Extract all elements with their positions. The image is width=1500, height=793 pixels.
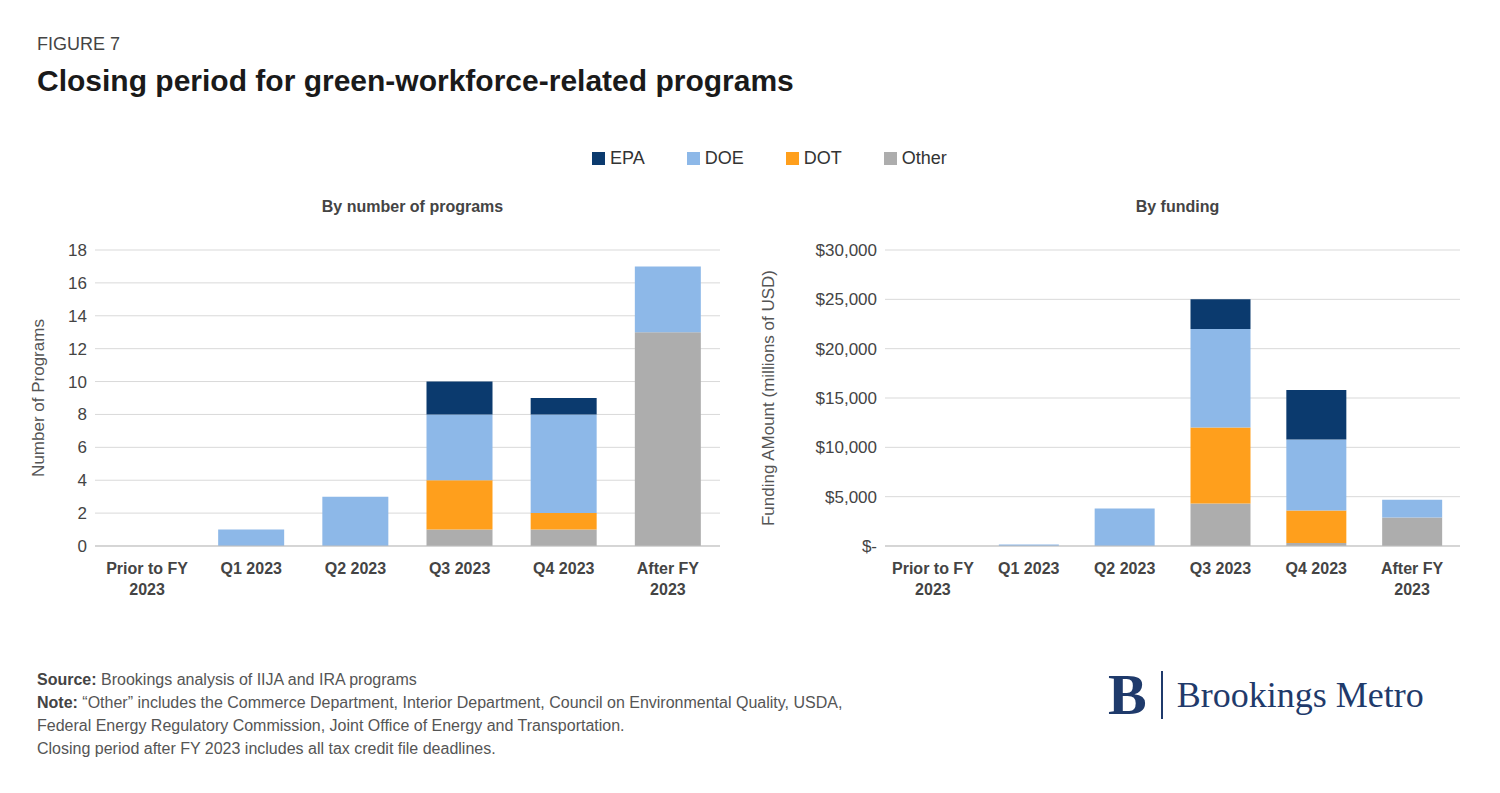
svg-text:After FY2023: After FY2023 [637,560,700,598]
html-text:By number of programs: By number of programs [321,198,504,215]
svg-text:$30,000: $30,000 [816,241,877,260]
svg-text:10: 10 [68,373,87,392]
svg-text:$10,000: $10,000 [816,438,877,457]
svg-text:0: 0 [78,537,87,556]
svg-text:16: 16 [68,274,87,293]
svg-text:$-: $- [862,537,877,556]
svg-text:Q3 2023: Q3 2023 [429,560,490,577]
html-text:Brookings Metro: Brookings Metro [1176,675,1424,715]
svg-text:$15,000: $15,000 [816,389,877,408]
html-text:Source: Brookings analysis of: Source: Brookings analysis of IIJA and I… [37,671,417,688]
svg-text:12: 12 [68,340,87,359]
svg-text:Q2 2023: Q2 2023 [1094,560,1155,577]
svg-text:After FY2023: After FY2023 [1381,560,1444,598]
svg-text:$25,000: $25,000 [816,290,877,309]
svg-text:Q4 2023: Q4 2023 [533,560,594,577]
svg-text:6: 6 [78,438,87,457]
svg-text:Number of Programs: Number of Programs [30,319,48,477]
html-text:FIGURE 7: FIGURE 7 [37,34,120,54]
svg-text:Q3 2023: Q3 2023 [1190,560,1251,577]
svg-text:$20,000: $20,000 [816,340,877,359]
html-text:Other: Other [901,148,947,168]
svg-text:2: 2 [78,504,87,523]
html-text:EPA: EPA [610,148,645,168]
html-text:Note: “Other” includes the Com: Note: “Other” includes the Commerce Depa… [37,694,843,711]
svg-text:$5,000: $5,000 [825,488,877,507]
svg-text:Q1 2023: Q1 2023 [998,560,1059,577]
svg-text:Q4 2023: Q4 2023 [1286,560,1347,577]
svg-text:Q1 2023: Q1 2023 [221,560,282,577]
html-text:By funding: By funding [1135,198,1220,215]
html-text:Federal Energy Regulatory Comm: Federal Energy Regulatory Commission, Jo… [37,717,625,734]
html-text:B: B [1108,662,1147,727]
svg-text:14: 14 [68,307,87,326]
svg-text:Prior to FY2023: Prior to FY2023 [892,560,974,598]
svg-text:Funding AMount (millions of US: Funding AMount (millions of USD) [760,270,778,526]
html-text:DOT: DOT [803,148,842,168]
svg-text:4: 4 [78,471,87,490]
svg-text:8: 8 [78,405,87,424]
html-text:DOE: DOE [704,148,744,168]
svg-text:18: 18 [68,241,87,260]
svg-text:Prior to FY2023: Prior to FY2023 [106,560,188,598]
html-text:Closing period after FY 2023 i: Closing period after FY 2023 includes al… [37,740,496,757]
html-text:Closing period for green-workf: Closing period for green-workforce-relat… [37,64,794,97]
svg-text:Q2 2023: Q2 2023 [325,560,386,577]
